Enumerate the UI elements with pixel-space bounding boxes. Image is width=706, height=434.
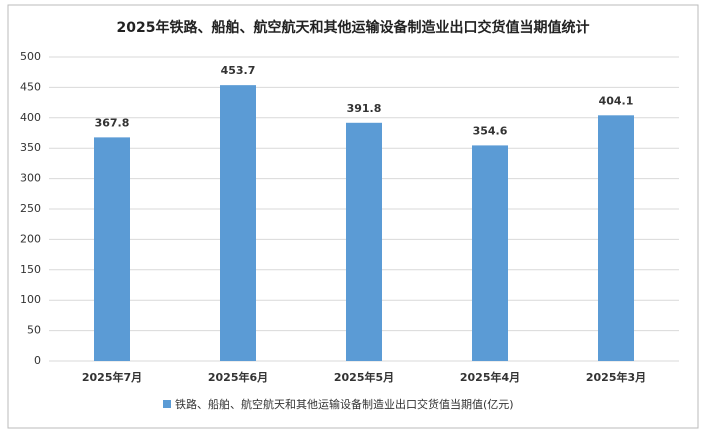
- y-tick-label: 300: [20, 172, 41, 185]
- bar: [598, 115, 634, 362]
- legend-label: 铁路、船舶、航空航天和其他运输设备制造业出口交货值当期值(亿元): [175, 397, 514, 411]
- y-tick-label: 150: [20, 263, 41, 276]
- y-tick-label: 200: [20, 232, 41, 245]
- value-label: 453.7: [221, 64, 256, 77]
- y-tick-label: 250: [20, 202, 41, 215]
- y-tick-label: 500: [20, 50, 41, 63]
- y-tick-label: 50: [27, 324, 41, 337]
- legend-swatch: [163, 400, 171, 408]
- bar: [472, 145, 508, 361]
- value-label: 391.8: [347, 102, 382, 115]
- value-label: 404.1: [599, 94, 634, 107]
- x-tick-label: 2025年7月: [82, 370, 142, 384]
- value-label: 367.8: [95, 116, 130, 129]
- value-label: 354.6: [473, 124, 508, 137]
- chart-title: 2025年铁路、船舶、航空航天和其他运输设备制造业出口交货值当期值统计: [117, 19, 590, 36]
- x-tick-label: 2025年3月: [586, 370, 646, 384]
- bar: [220, 85, 256, 362]
- y-tick-label: 350: [20, 141, 41, 154]
- y-tick-label: 450: [20, 80, 41, 93]
- y-tick-label: 0: [34, 354, 41, 367]
- x-tick-label: 2025年5月: [334, 370, 394, 384]
- bar: [94, 137, 130, 361]
- x-tick-label: 2025年4月: [460, 370, 520, 384]
- bar: [346, 122, 382, 361]
- y-tick-label: 100: [20, 293, 41, 306]
- y-tick-label: 400: [20, 111, 41, 124]
- x-tick-label: 2025年6月: [208, 370, 268, 384]
